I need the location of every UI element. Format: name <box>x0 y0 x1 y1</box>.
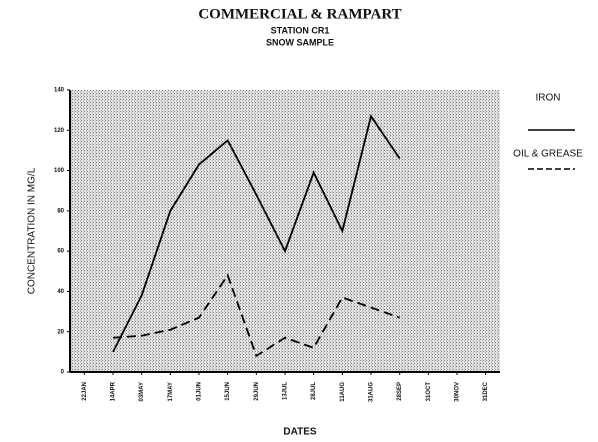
y-tick-label: 100 <box>54 168 65 174</box>
chart-title: COMMERCIAL & RAMPART <box>198 6 401 22</box>
x-tick-label: 29JUN <box>254 382 260 401</box>
x-tick-label: 31DEC <box>483 381 489 401</box>
x-tick-label: 31OCT <box>426 382 432 402</box>
x-tick-label: 17MAY <box>168 382 174 401</box>
y-tick-label: 40 <box>57 289 64 295</box>
subtitle: SNOW SAMPLE <box>266 37 334 47</box>
y-tick-label: 140 <box>54 88 65 94</box>
y-tick-label: 60 <box>57 249 64 255</box>
legend-label: OIL & GREASE <box>513 149 583 160</box>
x-tick-label: 11AUG <box>340 382 346 402</box>
plot-area <box>70 90 500 372</box>
y-tick-label: 0 <box>61 370 65 376</box>
x-tick-label: 28JUL <box>311 382 317 400</box>
x-tick-label: 31AUG <box>369 382 375 402</box>
series-line <box>112 114 401 353</box>
x-tick-label: 14APR <box>111 381 117 401</box>
x-tick-label: 03MAY <box>139 382 145 401</box>
y-tick-label: 80 <box>57 208 64 214</box>
legend-label: IRON <box>536 93 561 104</box>
x-axis-label: DATES <box>283 427 316 438</box>
x-tick-label: 30NOV <box>455 382 461 402</box>
subtitle: STATION CR1 <box>271 25 330 35</box>
series-line <box>112 273 400 358</box>
y-tick-label: 20 <box>57 329 64 335</box>
x-tick-label: 13JUL <box>283 382 289 400</box>
y-axis-label: CONCENTRATION IN MG/L <box>27 167 38 294</box>
x-tick-label: 01JUN <box>197 382 203 401</box>
y-tick-label: 120 <box>54 128 65 134</box>
x-tick-label: 15JUN <box>225 382 231 401</box>
x-tick-label: 28SEP <box>397 382 403 401</box>
x-tick-label: 22JAN <box>82 382 88 401</box>
